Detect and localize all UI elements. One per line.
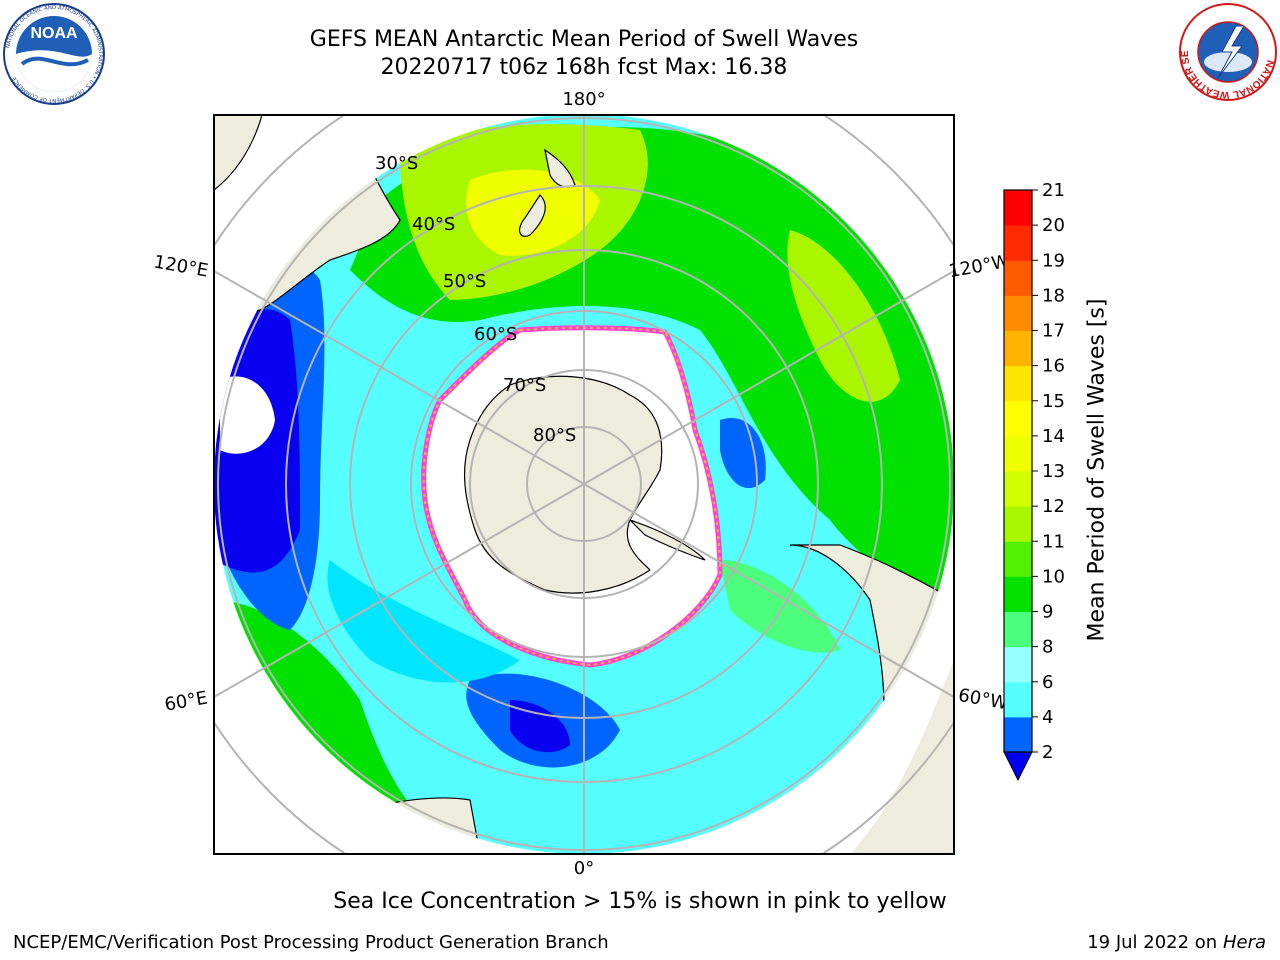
noaa-logo: NOAA NATIONAL OCEANIC AND ATMOSPHERIC AD… [3, 3, 105, 105]
chart-subtitle: 20220717 t06z 168h fcst Max: 16.38 [380, 55, 788, 80]
new-zealand-north [544, 148, 576, 188]
meridian-60e [214, 483, 585, 698]
lat-label-40s: 40°S [412, 214, 455, 235]
colorbar-extend-min [1003, 751, 1033, 782]
colorbar-segment [1004, 506, 1032, 542]
colorbar-segment [1004, 646, 1032, 683]
colorbar-segment [1004, 330, 1032, 367]
corner-land-se [850, 660, 954, 854]
ross-blue [720, 418, 766, 489]
colorbar-tick-label: 19 [1042, 250, 1065, 271]
colorbar-tick-label: 10 [1042, 566, 1065, 587]
footer-date: 19 Jul 2022 on Hera [1087, 932, 1266, 953]
south-deep-pool [510, 700, 570, 753]
lon-label-120e: 120°E [152, 251, 210, 281]
colorbar-tick-label: 20 [1042, 215, 1065, 236]
colorbar-tick-label: 8 [1042, 637, 1053, 658]
caption: Sea Ice Concentration > 15% is shown in … [333, 889, 947, 914]
green-patch-se [720, 560, 840, 653]
colorbar-segment [1004, 400, 1032, 437]
colorbar-segment [1004, 260, 1032, 296]
graticule [214, 115, 954, 854]
colorbar-tick-label: 16 [1042, 356, 1065, 377]
lat-label-60s: 60°S [474, 324, 517, 345]
colorbar-tick-label: 13 [1042, 461, 1065, 482]
colorbar: 2 4 6 8 9 10 11 12 13 14 15 16 17 18 19 20 21 [1003, 180, 1065, 782]
footer-host: Hera [1222, 932, 1266, 953]
nws-logo: NATIONAL WEATHER SERVICE [1178, 2, 1277, 101]
corner-land-nw [214, 115, 263, 191]
colorbar-segment [1004, 716, 1032, 753]
colorbar-segment [1004, 190, 1032, 226]
colorbar-segment [1004, 611, 1032, 648]
noaa-text: NOAA [30, 25, 78, 42]
lon-label-0: 0° [574, 858, 594, 879]
meridian-60w [583, 483, 954, 698]
colorbar-tick-label: 17 [1042, 321, 1065, 342]
colorbar-tick-label: 18 [1042, 285, 1065, 306]
colorbar-tick-label: 14 [1042, 426, 1065, 447]
colorbar-segment [1004, 576, 1032, 612]
colorbar-tick-label: 11 [1042, 531, 1065, 552]
lon-label-60e: 60°E [163, 687, 209, 715]
meridian-120e [214, 270, 585, 485]
colorbar-tick-label: 2 [1042, 742, 1053, 763]
lat-label-70s: 70°S [503, 375, 546, 396]
africa-land [328, 797, 481, 854]
colorbar-segment [1004, 541, 1032, 577]
lon-label-180: 180° [562, 89, 605, 110]
meridian-120w [583, 270, 954, 485]
colorbar-segment [1004, 471, 1032, 507]
lon-label-120w: 120°W [947, 251, 1011, 282]
lat-label-30s: 30°S [375, 153, 418, 174]
map-frame [213, 114, 955, 855]
east-pacific-patch [787, 230, 900, 402]
colorbar-segment [1004, 435, 1032, 472]
lat-label-50s: 50°S [443, 271, 486, 292]
white-gap [220, 376, 275, 454]
colorbar-segment [1004, 225, 1032, 261]
antarctic-peninsula [629, 519, 706, 561]
antarctica-group [421, 325, 723, 668]
colorbar-tick-label: 4 [1042, 707, 1053, 728]
colorbar-tick-label: 12 [1042, 496, 1065, 517]
lon-label-60w: 60°W [957, 685, 1010, 714]
footer-date-text: 19 Jul 2022 on [1087, 932, 1223, 953]
colorbar-segment [1004, 295, 1032, 331]
colorbar-tick-label: 6 [1042, 672, 1053, 693]
colorbar-tick-label: 21 [1042, 180, 1065, 201]
antarctica-land [463, 375, 663, 594]
colorbar-tick-label: 9 [1042, 602, 1053, 623]
new-zealand-south [518, 194, 546, 237]
colorbar-tick-label: 15 [1042, 391, 1065, 412]
chart-title: GEFS MEAN Antarctic Mean Period of Swell… [309, 27, 859, 52]
footer-credit: NCEP/EMC/Verification Post Processing Pr… [13, 932, 609, 953]
colorbar-segment [1004, 681, 1032, 718]
lat-label-80s: 80°S [533, 425, 576, 446]
colorbar-segment [1004, 365, 1032, 402]
colorbar-label: Mean Period of Swell Waves [s] [1084, 298, 1110, 642]
